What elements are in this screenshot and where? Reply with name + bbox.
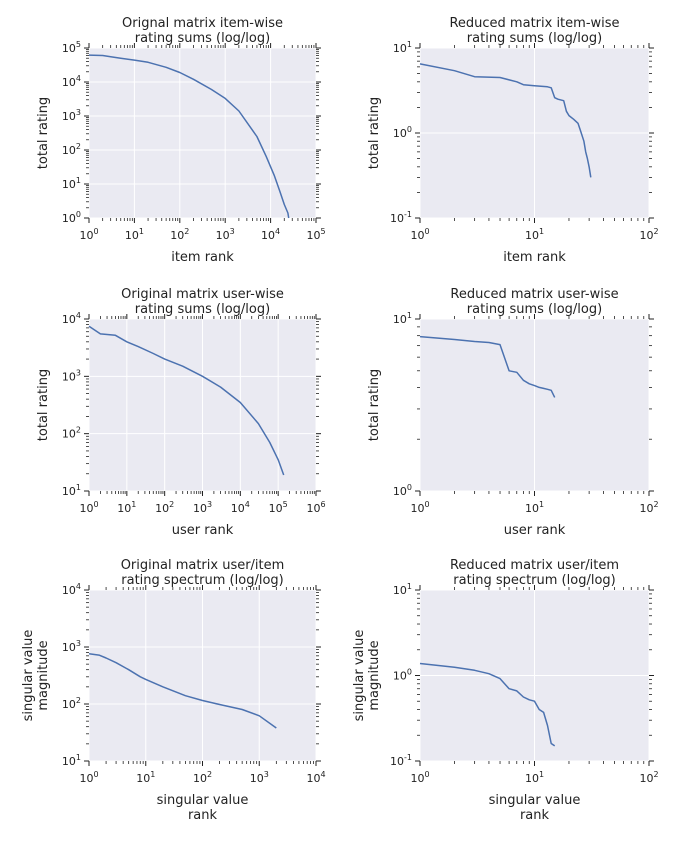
- y-axis-label: total rating: [36, 97, 51, 169]
- y-tick-label: 101: [393, 311, 412, 326]
- tick-marks: [84, 585, 321, 766]
- x-tick-label: 104: [306, 770, 325, 785]
- y-tick-label: 10-1: [390, 753, 412, 768]
- series-line-1: [419, 335, 556, 398]
- x-axis-label: singular value rank: [489, 793, 581, 823]
- x-tick-label: 101: [525, 500, 544, 515]
- y-axis-label: total rating: [367, 97, 382, 169]
- x-tick-label: 101: [125, 227, 144, 242]
- y-tick-label: 101: [393, 582, 412, 597]
- tick-marks: [415, 43, 654, 223]
- chart-panel-4: 100 101 102 100 101 Reduced matrix user-wise r…: [367, 287, 659, 538]
- chart-title: Reduced matrix user-wise rating sums (log…: [450, 287, 618, 317]
- series-line-1: [419, 662, 556, 747]
- x-axis-label: item rank: [503, 250, 566, 265]
- y-axis-label: total rating: [36, 369, 51, 441]
- chart-panel-5: 100 101 102 103 104 101 102 103 104 Original matr…: [21, 558, 326, 823]
- chart-panel-6: 100 101 102 10-1 100 101 Reduced matrix user/i…: [352, 558, 659, 823]
- y-axis-label: singular valuemagnitude: [352, 630, 382, 722]
- x-tick-label: 103: [216, 227, 235, 242]
- x-tick-label: 100: [410, 227, 429, 242]
- y-tick-label: 100: [393, 483, 412, 498]
- x-tick-label: 100: [79, 500, 98, 515]
- chart-title: Original matrix user-wise rating sums (lo…: [121, 287, 284, 317]
- x-axis-label: user rank: [172, 523, 234, 538]
- x-tick-label: 101: [525, 227, 544, 242]
- x-tick-label: 102: [193, 770, 212, 785]
- chart-panel-2: 100 101 102 10-1 100 101 Reduced matrix item-w…: [367, 16, 659, 265]
- plot-area: [89, 48, 316, 218]
- tick-marks: [84, 43, 321, 223]
- tick-marks: [415, 314, 654, 496]
- y-tick-label: 10-1: [390, 210, 412, 225]
- chart-panel-3: 100 101 102 103 104 105 106 101 102 103 104 Origina…: [36, 287, 326, 538]
- x-tick-label: 105: [269, 500, 288, 515]
- series-line-1: [88, 54, 290, 219]
- x-tick-label: 105: [306, 227, 325, 242]
- y-tick-label: 100: [393, 668, 412, 683]
- y-tick-label: 101: [393, 40, 412, 55]
- y-tick-label: 104: [62, 311, 81, 326]
- y-tick-label: 104: [62, 74, 81, 89]
- y-tick-label: 105: [62, 40, 81, 55]
- y-tick-label: 101: [62, 176, 81, 191]
- series-line-1: [88, 653, 277, 729]
- x-tick-label: 103: [250, 770, 269, 785]
- x-tick-label: 100: [410, 770, 429, 785]
- gridlines: [88, 47, 317, 219]
- x-tick-label: 104: [231, 500, 250, 515]
- x-tick-label: 106: [306, 500, 325, 515]
- x-tick-label: 102: [170, 227, 189, 242]
- y-tick-label: 102: [62, 142, 81, 157]
- x-tick-label: 101: [525, 770, 544, 785]
- chart-title: Reduced matrix item-wise rating sums (log…: [449, 16, 619, 46]
- y-axis-label: singular valuemagnitude: [21, 630, 51, 722]
- y-tick-label: 101: [62, 753, 81, 768]
- y-tick-label: 104: [62, 582, 81, 597]
- x-tick-label: 101: [117, 500, 136, 515]
- x-tick-label: 102: [639, 227, 658, 242]
- x-tick-label: 102: [639, 770, 658, 785]
- y-tick-label: 103: [62, 639, 81, 654]
- y-tick-label: 100: [62, 210, 81, 225]
- x-tick-label: 102: [639, 500, 658, 515]
- tick-marks: [415, 585, 654, 766]
- x-axis-label: item rank: [171, 250, 234, 265]
- chart-title: Orignal matrix item-wise rating sums (log…: [122, 16, 283, 46]
- series-line-1: [88, 325, 285, 476]
- series-line-1: [419, 63, 592, 178]
- chart-title: Reduced matrix user/item rating spectrum …: [450, 558, 619, 588]
- x-tick-label: 104: [261, 227, 280, 242]
- y-tick-label: 103: [62, 368, 81, 383]
- x-tick-label: 101: [136, 770, 155, 785]
- y-tick-label: 103: [62, 108, 81, 123]
- x-tick-label: 103: [193, 500, 212, 515]
- chart-panel-1: 100 101 102 103 104 105 100 101 102 103 104 105 Orig…: [36, 16, 326, 265]
- x-tick-label: 102: [155, 500, 174, 515]
- y-tick-label: 101: [62, 483, 81, 498]
- y-tick-label: 100: [393, 125, 412, 140]
- x-axis-label: singular value rank: [157, 793, 249, 823]
- x-axis-label: user rank: [504, 523, 566, 538]
- tick-marks: [84, 314, 321, 496]
- x-tick-label: 100: [79, 770, 98, 785]
- y-axis-label: total rating: [367, 369, 382, 441]
- y-tick-label: 102: [62, 696, 81, 711]
- x-tick-label: 100: [79, 227, 98, 242]
- y-tick-label: 102: [62, 426, 81, 441]
- x-tick-label: 100: [410, 500, 429, 515]
- chart-title: Original matrix user/item rating spectrum…: [121, 558, 285, 588]
